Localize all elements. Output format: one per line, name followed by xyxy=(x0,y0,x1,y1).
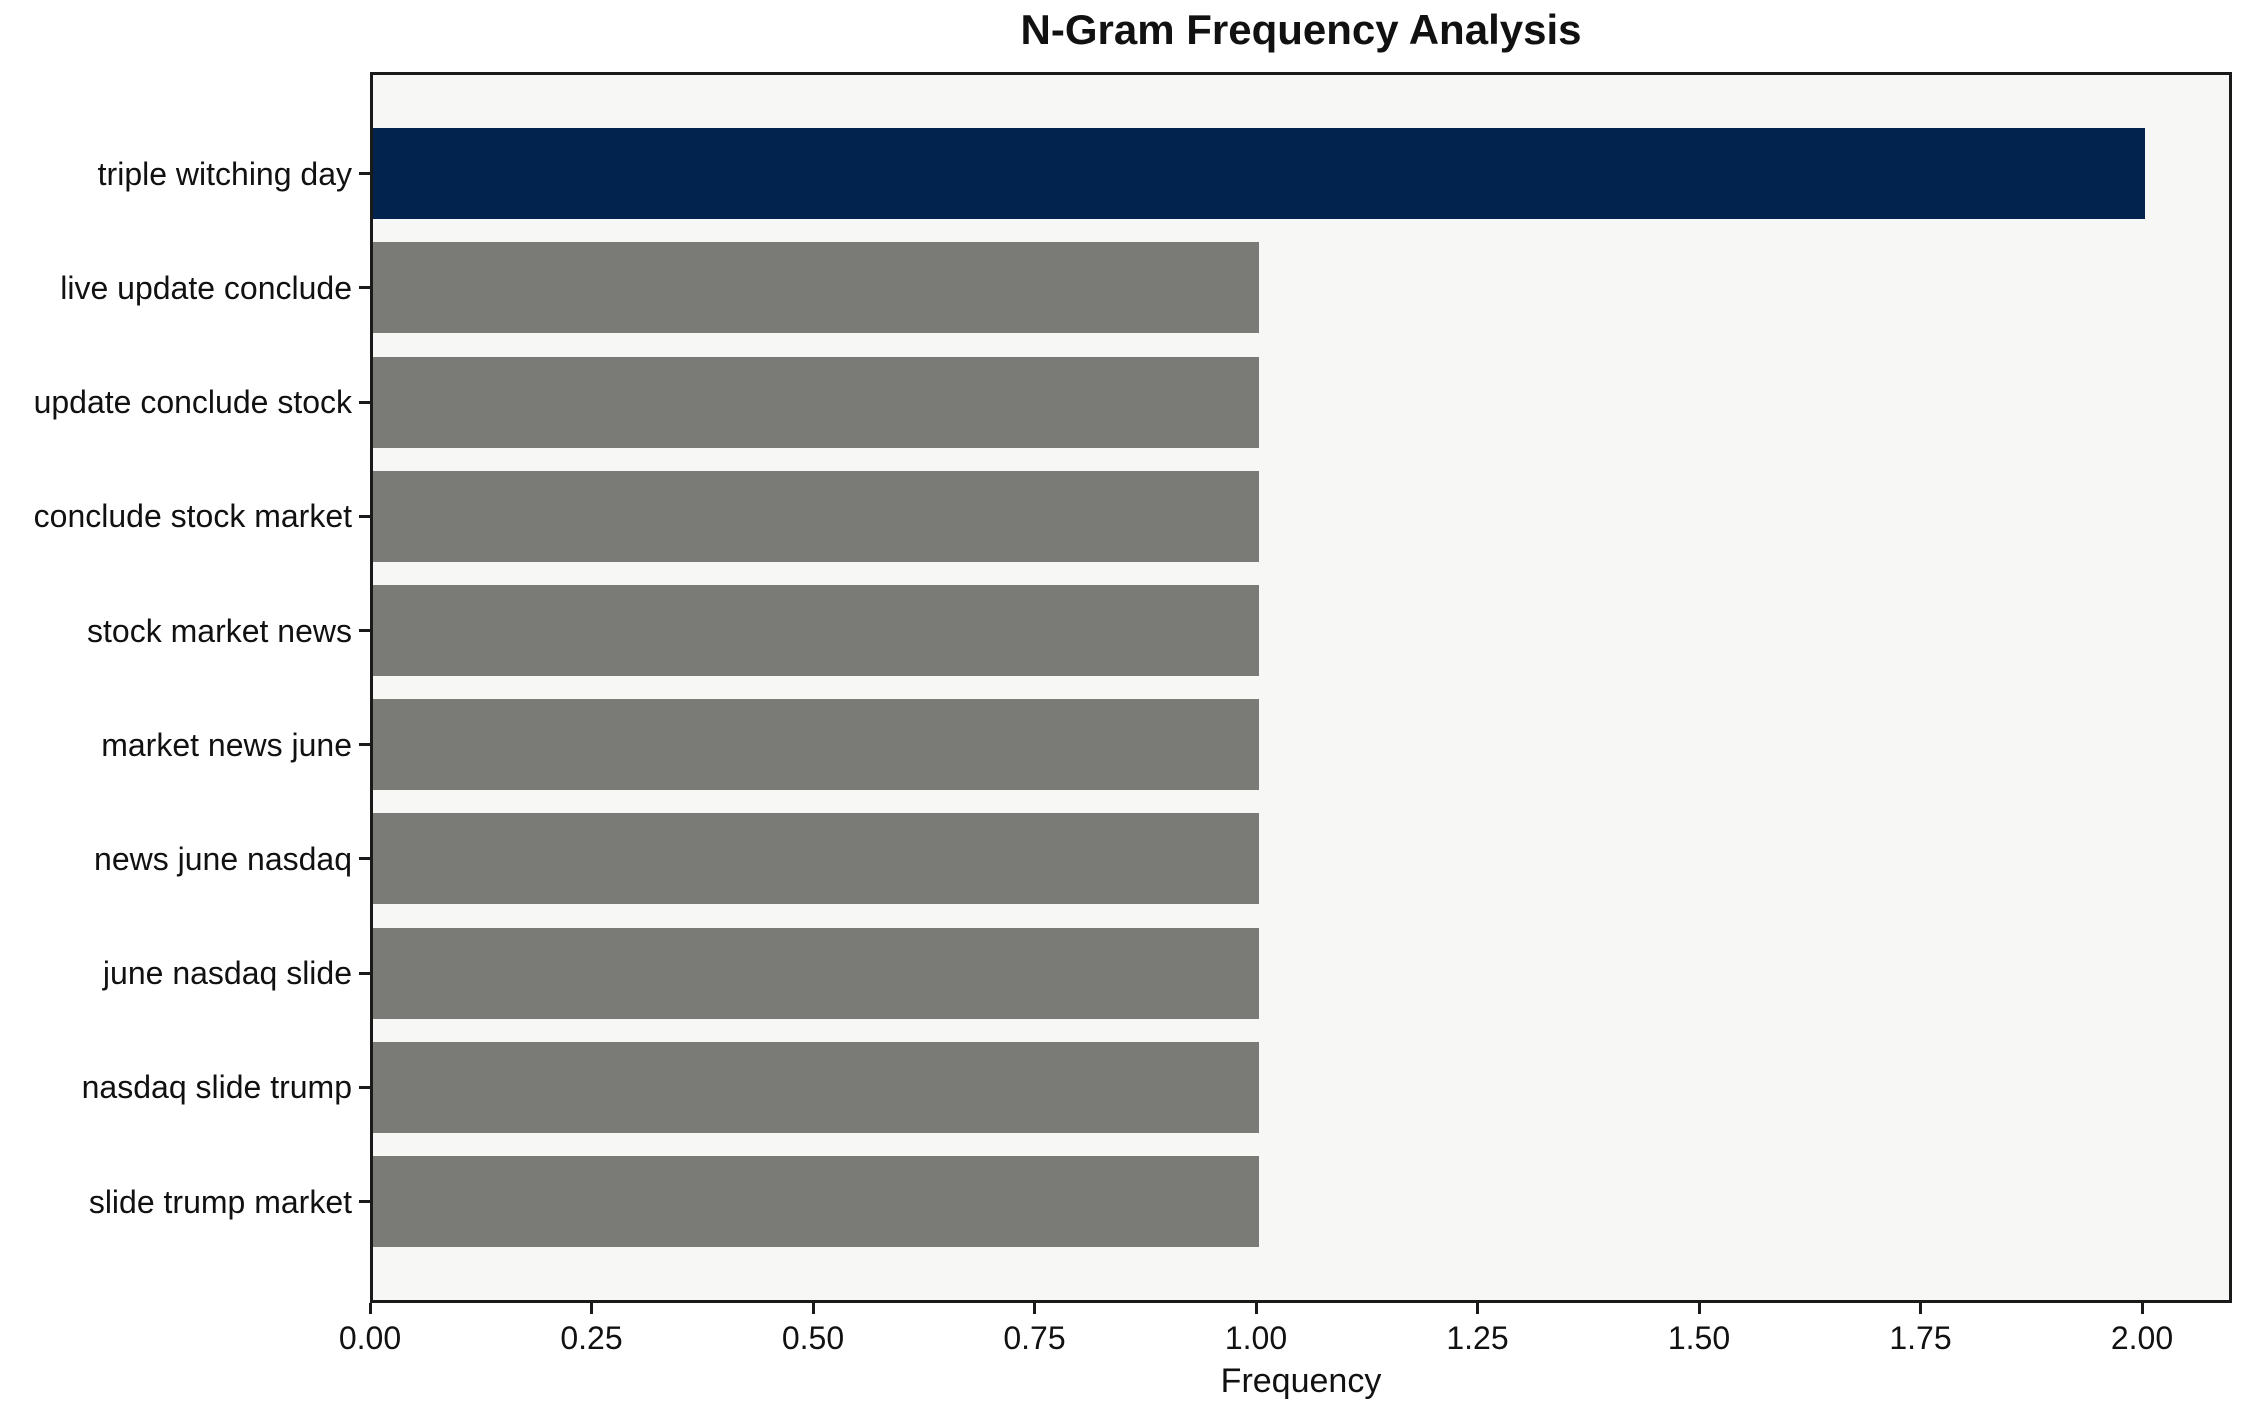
y-tick-label: conclude stock market xyxy=(33,498,352,535)
y-tick-label: slide trump market xyxy=(88,1183,352,1220)
y-tick-mark xyxy=(359,1085,370,1089)
x-tick-mark xyxy=(1476,1303,1479,1314)
x-tick-label: 0.00 xyxy=(338,1320,402,1356)
bar-market-news-june xyxy=(373,699,1259,791)
y-tick-label: june nasdaq slide xyxy=(102,955,352,992)
x-tick-mark xyxy=(590,1303,593,1314)
y-tick-mark xyxy=(359,629,370,632)
bar-nasdaq-slide-trump xyxy=(373,1041,1259,1133)
y-tick-label: stock market news xyxy=(87,612,352,649)
bar-conclude-stock-market xyxy=(373,470,1259,562)
bar-live-update-conclude xyxy=(373,242,1259,334)
x-axis-label: Frequency xyxy=(1220,1362,1382,1400)
bar-stock-market-news xyxy=(373,585,1259,676)
bar-news-june-nasdaq xyxy=(373,813,1259,905)
x-tick-label: 1.25 xyxy=(1446,1320,1509,1356)
plot-area xyxy=(370,72,2232,1303)
y-tick-mark xyxy=(359,514,370,518)
bar-triple-witching-day xyxy=(373,128,2145,220)
y-tick-mark xyxy=(359,400,370,404)
bar-june-nasdaq-slide xyxy=(373,927,1259,1019)
bar-update-conclude-stock xyxy=(373,356,1259,448)
y-tick-label: update conclude stock xyxy=(33,384,352,421)
x-tick-mark xyxy=(1919,1303,1922,1314)
x-tick-label: 2.00 xyxy=(2110,1320,2174,1356)
bar-slide-trump-market xyxy=(373,1156,1259,1247)
x-tick-label: 1.00 xyxy=(1224,1320,1288,1356)
y-tick-label: triple witching day xyxy=(97,155,352,192)
x-tick-mark xyxy=(811,1303,815,1314)
x-tick-mark xyxy=(2140,1303,2144,1314)
x-tick-mark xyxy=(1697,1303,1701,1314)
x-tick-label: 0.25 xyxy=(560,1320,623,1356)
y-tick-label: nasdaq slide trump xyxy=(81,1069,352,1106)
y-tick-mark xyxy=(359,172,370,176)
y-tick-label: news june nasdaq xyxy=(94,840,352,877)
y-tick-mark xyxy=(359,857,370,861)
y-tick-mark xyxy=(359,971,370,975)
x-tick-mark xyxy=(1254,1303,1258,1314)
y-tick-mark xyxy=(359,1200,370,1203)
x-tick-label: 0.75 xyxy=(1003,1320,1066,1356)
y-tick-mark xyxy=(359,286,370,290)
chart-title: N-Gram Frequency Analysis xyxy=(1020,6,1582,53)
x-tick-mark xyxy=(1033,1303,1036,1314)
x-tick-label: 0.50 xyxy=(781,1320,845,1356)
x-tick-mark xyxy=(368,1303,372,1314)
x-tick-label: 1.50 xyxy=(1667,1320,1731,1356)
y-tick-label: live update conclude xyxy=(60,269,352,306)
y-tick-label: market news june xyxy=(101,726,352,763)
y-tick-mark xyxy=(359,743,370,747)
x-tick-label: 1.75 xyxy=(1889,1320,1952,1356)
